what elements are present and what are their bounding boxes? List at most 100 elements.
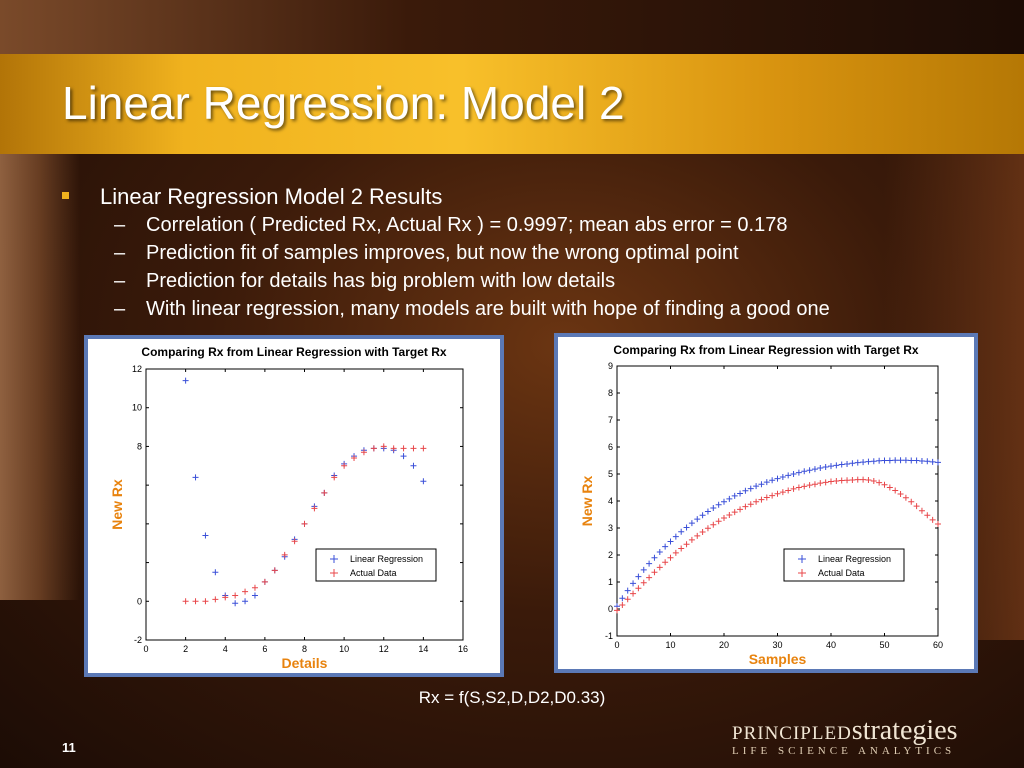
data-point — [801, 483, 808, 490]
data-point — [913, 457, 920, 464]
data-point — [646, 574, 653, 581]
data-point — [635, 573, 642, 580]
data-point — [785, 472, 792, 479]
chart-panel-samples: Comparing Rx from Linear Regression with… — [554, 333, 978, 673]
data-point — [935, 459, 941, 466]
data-point — [271, 567, 278, 574]
plot-frame — [145, 368, 464, 641]
data-point — [929, 516, 936, 523]
x-tick-label: 0 — [143, 644, 148, 654]
data-point — [902, 494, 909, 501]
data-point — [192, 474, 199, 481]
data-point — [892, 487, 899, 494]
data-point — [651, 569, 658, 576]
data-point — [202, 532, 209, 539]
data-point — [758, 496, 765, 503]
legend-box — [315, 548, 437, 582]
data-point — [817, 480, 824, 487]
data-point — [212, 569, 219, 576]
legend-label: Actual Data — [818, 568, 865, 578]
legend-label: Actual Data — [350, 568, 397, 578]
data-point — [908, 457, 915, 464]
x-tick-label: 60 — [933, 640, 943, 650]
data-point — [844, 477, 851, 484]
data-point — [742, 487, 749, 494]
data-point — [742, 503, 749, 510]
data-point — [822, 463, 829, 470]
legend-marker — [330, 555, 338, 563]
data-point — [662, 559, 669, 566]
data-point — [688, 536, 695, 543]
x-tick-label: 10 — [339, 644, 349, 654]
y-tick-label: 0 — [608, 604, 613, 614]
data-point — [833, 462, 840, 469]
x-tick-label: 30 — [772, 640, 782, 650]
data-point — [817, 465, 824, 472]
data-point — [182, 598, 189, 605]
data-point — [892, 457, 899, 464]
data-point — [351, 455, 358, 462]
logo-tagline: LIFE SCIENCE ANALYTICS — [732, 745, 956, 757]
y-axis-label: New Rx — [579, 476, 595, 527]
data-point — [924, 512, 931, 519]
data-point — [400, 445, 407, 452]
y-tick-label: 9 — [608, 361, 613, 371]
bullet-list: Linear Regression Model 2 Results – Corre… — [62, 184, 992, 326]
data-point — [811, 466, 818, 473]
data-point — [662, 543, 669, 550]
x-tick-label: 40 — [826, 640, 836, 650]
y-tick-label: 6 — [608, 442, 613, 452]
y-tick-label: 2 — [608, 550, 613, 560]
data-point — [360, 449, 367, 456]
bullet-item: Linear Regression Model 2 Results — [62, 184, 992, 210]
square-bullet-icon — [62, 192, 69, 199]
chart-title: Comparing Rx from Linear Regression with… — [613, 343, 918, 357]
data-point — [935, 520, 941, 527]
data-point — [640, 579, 647, 586]
legend-marker — [330, 569, 338, 577]
x-tick-label: 20 — [719, 640, 729, 650]
data-point — [281, 551, 288, 558]
data-point — [737, 490, 744, 497]
data-point — [721, 515, 727, 522]
x-tick-label: 8 — [302, 644, 307, 654]
company-logo: PRINCIPLEDstrategies LIFE SCIENCE ANALYT… — [732, 715, 982, 757]
data-point — [624, 587, 631, 594]
data-point — [699, 529, 706, 536]
data-point — [854, 476, 861, 483]
data-point — [876, 479, 883, 486]
data-point — [881, 457, 888, 464]
x-tick-label: 14 — [418, 644, 428, 654]
data-point — [785, 487, 792, 494]
data-point — [678, 545, 685, 552]
data-point — [833, 478, 840, 485]
data-point — [251, 592, 258, 599]
x-axis-label: Samples — [749, 651, 807, 667]
title-band — [0, 54, 1024, 154]
y-tick-label: 12 — [132, 364, 142, 374]
data-point — [769, 477, 776, 484]
data-point — [667, 538, 674, 545]
data-point — [779, 489, 786, 496]
x-tick-label: 12 — [379, 644, 389, 654]
data-point — [763, 479, 770, 486]
data-point — [860, 459, 867, 466]
data-point — [726, 512, 733, 519]
subbullet-text: Prediction fit of samples improves, but … — [146, 242, 739, 264]
chart-details: Comparing Rx from Linear Regression with… — [109, 345, 468, 671]
data-point — [806, 467, 813, 474]
data-point — [886, 484, 893, 491]
background-top — [0, 0, 1024, 54]
data-point — [854, 459, 861, 466]
y-tick-label: 5 — [608, 469, 613, 479]
y-tick-label: 4 — [608, 496, 613, 506]
data-point — [849, 476, 856, 483]
data-point — [420, 478, 427, 485]
data-point — [331, 474, 338, 481]
subbullet-text: Correlation ( Predicted Rx, Actual Rx ) … — [146, 214, 788, 236]
data-point — [731, 509, 738, 516]
data-point — [261, 578, 268, 585]
data-point — [747, 485, 754, 492]
data-point — [694, 532, 701, 539]
legend-label: Linear Regression — [350, 554, 423, 564]
